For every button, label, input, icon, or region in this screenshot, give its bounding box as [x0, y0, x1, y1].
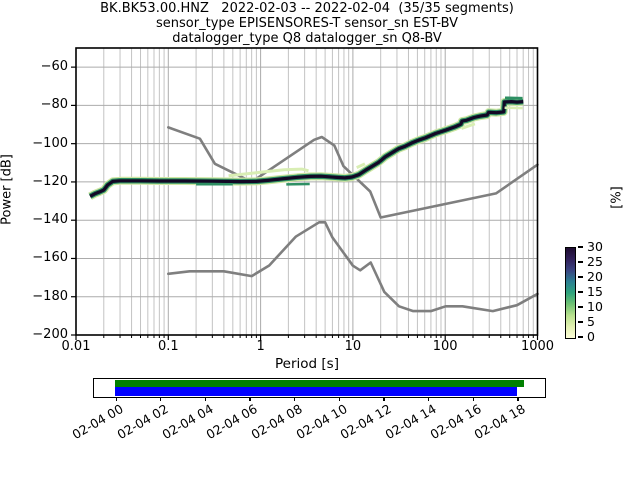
y-tick-label: −120 — [32, 173, 68, 189]
timeline-tick — [383, 397, 385, 401]
plot-title-line2: sensor_type EPISENSORES-T sensor_sn EST-… — [156, 16, 458, 31]
colorbar-tick-label: 25 — [587, 254, 603, 269]
timeline-tick — [428, 397, 430, 401]
x-tick-label: 0.1 — [157, 339, 179, 354]
noise-model-high-nhnm — [167, 126, 539, 219]
timeline-tick — [160, 397, 162, 401]
timeline-tick — [472, 397, 474, 401]
x-tick-label: 0.01 — [61, 339, 91, 354]
colorbar-tick-label: 15 — [587, 284, 603, 299]
timeline-coverage-green-bar — [115, 380, 524, 387]
y-tick-label: −180 — [32, 288, 68, 304]
colorbar-tick — [578, 321, 583, 323]
colorbar-tick-label: 10 — [587, 299, 603, 314]
timeline-tick — [204, 397, 206, 401]
psd-speckle-2 — [356, 162, 366, 169]
timeline-tick — [517, 397, 519, 401]
psd-band-layer-2 — [89, 99, 524, 198]
y-tick-label: −60 — [40, 59, 68, 75]
y-tick-label: −200 — [32, 327, 68, 342]
x-tick-label: 10 — [344, 339, 362, 354]
colorbar-tick-label: 20 — [587, 269, 603, 284]
y-tick-label: −80 — [40, 97, 68, 113]
timeline-tick — [294, 397, 296, 401]
plot-title: BK.BK53.00.HNZ 2022-02-03 -- 2022-02-04 … — [76, 1, 538, 46]
timeline-tick — [115, 397, 117, 401]
colorbar-tick-label: 5 — [587, 314, 595, 329]
x-axis-label: Period [s] — [275, 356, 339, 372]
colorbar-tick — [578, 261, 583, 263]
psd-speckle-0 — [228, 167, 309, 178]
colorbar-tick — [578, 246, 583, 248]
colorbar-tick — [578, 291, 583, 293]
timeline-tick — [338, 397, 340, 401]
y-tick-label: −140 — [32, 212, 68, 228]
psd-speckle-3 — [461, 122, 476, 130]
colorbar-gradient — [565, 247, 576, 339]
timeline-box — [93, 378, 546, 398]
plot-title-line3: datalogger_type Q8 datalogger_sn Q8-BV — [172, 31, 442, 46]
colorbar-tick — [578, 276, 583, 278]
x-tick-label: 1 — [256, 339, 265, 354]
colorbar-tick — [578, 336, 583, 338]
colorbar-tick-label: 30 — [587, 239, 603, 254]
colorbar-tick-label: 0 — [587, 329, 595, 344]
timeline-coverage-blue-bar — [115, 387, 518, 396]
colorbar-tick — [578, 306, 583, 308]
x-tick-label: 100 — [432, 339, 458, 354]
x-tick-label: 1000 — [520, 339, 555, 354]
y-tick-label: −160 — [32, 250, 68, 266]
axes-spines — [75, 47, 539, 336]
colorbar-unit-label: [%] — [609, 186, 625, 209]
y-tick-label: −100 — [32, 135, 68, 151]
plot-title-line1: BK.BK53.00.HNZ 2022-02-03 -- 2022-02-04 … — [100, 1, 514, 16]
noise-model-low-nlnm — [167, 221, 539, 313]
timeline-tick — [249, 397, 251, 401]
